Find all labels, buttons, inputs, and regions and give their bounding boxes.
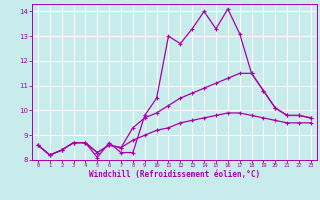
X-axis label: Windchill (Refroidissement éolien,°C): Windchill (Refroidissement éolien,°C) [89, 170, 260, 179]
